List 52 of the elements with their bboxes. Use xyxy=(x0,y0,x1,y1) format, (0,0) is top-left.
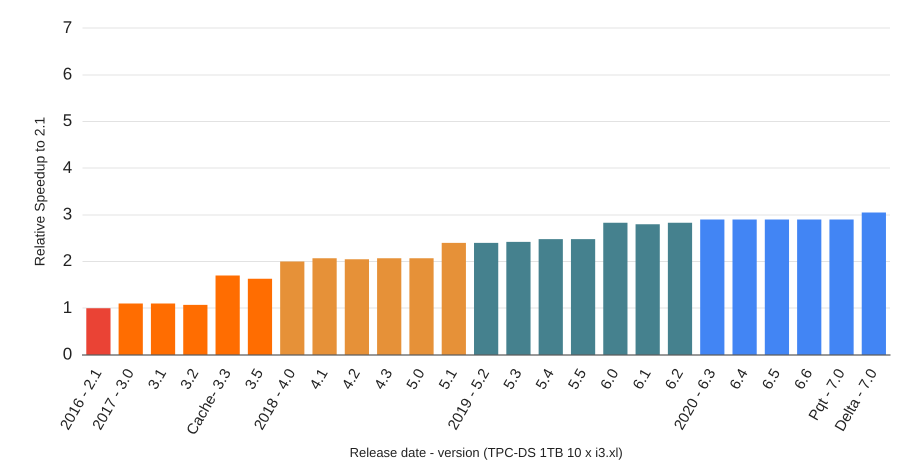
x-tick-label: 4.1 xyxy=(306,366,332,392)
y-tick-label: 4 xyxy=(62,158,72,177)
bar xyxy=(797,220,822,354)
x-tick-label: 5.0 xyxy=(403,366,429,392)
bar xyxy=(150,304,176,354)
x-tick-label: 5.3 xyxy=(500,366,526,392)
bar xyxy=(862,212,886,354)
x-tick-label: 6.1 xyxy=(630,366,655,392)
bar xyxy=(280,262,304,354)
y-tick-label: 7 xyxy=(62,18,72,37)
x-tick-label: 5.4 xyxy=(532,366,558,392)
bar xyxy=(118,304,143,354)
x-tick-label: 3.1 xyxy=(144,366,170,392)
x-axis-title: Release date - version (TPC-DS 1TB 10 x i3.xl) xyxy=(350,444,623,460)
bar xyxy=(183,304,208,354)
y-axis-title: Relative Speedup to 2.1 xyxy=(31,116,48,266)
x-tick-label: 5.5 xyxy=(564,366,590,392)
bar xyxy=(86,308,111,354)
x-tick-label: 6.2 xyxy=(662,366,688,392)
y-tick-label: 1 xyxy=(62,298,72,317)
bar xyxy=(474,242,498,354)
bar xyxy=(377,258,402,354)
x-tick-label: 6.5 xyxy=(758,366,784,392)
x-tick-label: 6.0 xyxy=(597,366,622,392)
y-tick-label: 3 xyxy=(62,204,72,224)
bar xyxy=(829,220,854,354)
bar xyxy=(506,242,531,354)
x-tick-label: 4.3 xyxy=(371,366,396,392)
x-tick-label: 6.6 xyxy=(791,366,816,392)
x-tick-label: 4.2 xyxy=(338,366,364,392)
y-tick-label: 2 xyxy=(62,251,72,270)
bar xyxy=(442,242,466,354)
x-tick-label: 3.2 xyxy=(177,366,202,392)
x-tick-label: 6.4 xyxy=(726,366,752,392)
bar xyxy=(538,239,563,354)
bar xyxy=(312,258,337,354)
bar xyxy=(570,239,596,354)
x-tick-label: 3.5 xyxy=(242,366,268,392)
bar xyxy=(636,224,660,354)
bar xyxy=(668,222,692,354)
y-tick-label: 6 xyxy=(62,64,72,84)
bar xyxy=(344,259,370,354)
x-tick-label: 5.1 xyxy=(436,366,461,392)
y-tick-label: 5 xyxy=(62,111,72,130)
bar xyxy=(603,222,628,354)
bar xyxy=(700,220,724,354)
bar xyxy=(216,276,240,354)
y-tick-label: 0 xyxy=(62,344,72,364)
bar xyxy=(248,278,272,354)
bar xyxy=(732,220,757,354)
bar xyxy=(764,220,790,354)
bar xyxy=(409,258,434,354)
